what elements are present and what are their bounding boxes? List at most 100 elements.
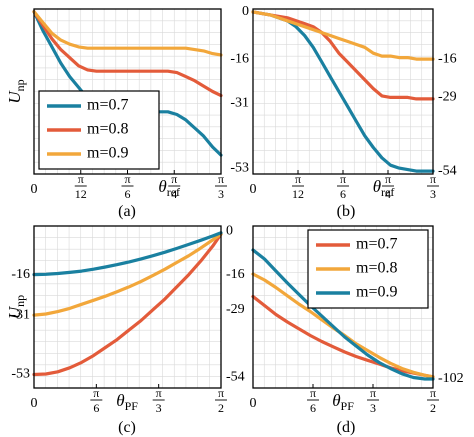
svg-text:π: π (78, 172, 84, 186)
panel-caption: (b) (337, 203, 356, 220)
x-axis-label-main: θ (373, 177, 381, 196)
y-axis-label: Unp (5, 79, 27, 103)
y-tick-label-left: -31 (230, 96, 249, 111)
y-tick-label-left: -16 (11, 267, 30, 282)
svg-text:3: 3 (370, 401, 376, 415)
x-axis-label-sub: PF (341, 399, 355, 413)
series-line-c-m=0.8 (32, 232, 223, 317)
svg-text:π: π (93, 386, 99, 400)
series-line-b-m=0.9 (251, 10, 435, 61)
y-axis-label-main: U (5, 90, 24, 104)
x-axis-label: θref (158, 177, 180, 199)
svg-text:3: 3 (156, 401, 162, 415)
x-axis-label: θPF (332, 391, 354, 413)
svg-text:4: 4 (385, 187, 391, 201)
plot-frame-d (252, 225, 434, 389)
legend-d: m=0.7 m=0.8 m=0.9 (307, 229, 429, 309)
x-axis-label-sub: PF (125, 399, 139, 413)
svg-text:π: π (218, 172, 224, 186)
y-tick-label-left: -53 (11, 367, 30, 382)
y-tick-label-right: -29 (226, 302, 245, 317)
svg-text:π: π (295, 172, 301, 186)
legend-label: m=0.9 (87, 145, 128, 162)
y-tick-label-left: -31 (11, 307, 30, 322)
x-tick-label: π6 (337, 172, 349, 201)
svg-text:π: π (171, 172, 177, 186)
x-tick-label: π3 (427, 172, 439, 201)
series-line-c-m=0.9 (32, 231, 223, 277)
y-tick-label-left: -16 (230, 51, 249, 66)
x-axis-label: θPF (116, 391, 138, 413)
y-tick-label-left: 0 (242, 4, 249, 19)
svg-text:4: 4 (171, 187, 177, 201)
x-axis-label: θref (373, 177, 395, 199)
legend-label: m=0.8 (356, 260, 397, 277)
y-axis-label: Unp (5, 295, 27, 319)
svg-text:3: 3 (430, 187, 436, 201)
series-line-a-m=0.8 (32, 10, 223, 98)
x-tick-label: π6 (90, 386, 103, 415)
svg-text:6: 6 (310, 401, 316, 415)
svg-text:12: 12 (292, 187, 304, 201)
svg-text:6: 6 (93, 401, 99, 415)
y-axis-label-main: U (5, 305, 24, 319)
y-tick-label-right: -29 (438, 90, 457, 105)
svg-text:12: 12 (75, 187, 87, 201)
y-tick-label-right: -54 (438, 163, 457, 178)
panel-caption: (c) (118, 419, 136, 436)
y-tick-label-right: -16 (226, 267, 245, 282)
x-tick-label: 0 (250, 396, 257, 411)
x-tick-label: π12 (74, 172, 87, 201)
x-tick-label: π3 (152, 386, 165, 415)
svg-text:π: π (430, 386, 436, 400)
legend-a: m=0.7 m=0.8 m=0.9 (38, 90, 160, 170)
series-line-b-m=0.8 (251, 10, 435, 101)
y-tick-label-right: 0 (226, 224, 233, 239)
svg-text:π: π (218, 386, 224, 400)
x-tick-label: π6 (121, 172, 134, 201)
x-axis-label-sub: ref (167, 185, 180, 199)
series-line-d-m=0.9 (251, 248, 435, 381)
x-tick-label: 0 (31, 182, 38, 197)
series-line-c-m=0.7 (32, 232, 223, 377)
y-tick-label-right: -102 (438, 371, 464, 386)
x-tick-label: π4 (168, 172, 181, 201)
legend-label: m=0.8 (87, 121, 128, 138)
panel-caption: (d) (337, 419, 356, 436)
legend-label: m=0.7 (87, 97, 128, 114)
svg-text:π: π (370, 386, 376, 400)
x-axis-label-main: θ (116, 391, 124, 410)
y-axis-label-sub: np (13, 295, 27, 307)
x-tick-label: π12 (292, 172, 304, 201)
svg-text:3: 3 (218, 187, 224, 201)
svg-text:π: π (310, 386, 316, 400)
series-line-d-m=0.7 (251, 294, 435, 379)
x-axis-label-main: θ (332, 391, 340, 410)
x-tick-label: π3 (215, 172, 227, 201)
x-tick-label: 0 (31, 396, 38, 411)
svg-text:π: π (385, 172, 391, 186)
y-tick-label-left: -53 (230, 160, 249, 175)
legend-label: m=0.9 (356, 284, 397, 301)
y-axis-label-sub: np (13, 79, 27, 91)
legend-label: m=0.7 (356, 236, 397, 253)
x-tick-label: π6 (307, 386, 319, 415)
grid-c (34, 226, 221, 388)
svg-text:2: 2 (430, 401, 436, 415)
y-tick-label-right: -16 (438, 51, 457, 66)
x-tick-label: π4 (382, 172, 394, 201)
svg-text:π: π (156, 386, 162, 400)
svg-text:π: π (124, 172, 130, 186)
x-tick-label: π2 (427, 386, 439, 415)
x-tick-label: π3 (367, 386, 379, 415)
x-tick-label: π2 (215, 386, 227, 415)
svg-text:2: 2 (218, 401, 224, 415)
svg-text:6: 6 (125, 187, 131, 201)
panel-caption: (a) (118, 203, 136, 220)
series-line-b-m=0.7 (251, 10, 435, 173)
y-tick-label-right: -54 (226, 369, 245, 384)
